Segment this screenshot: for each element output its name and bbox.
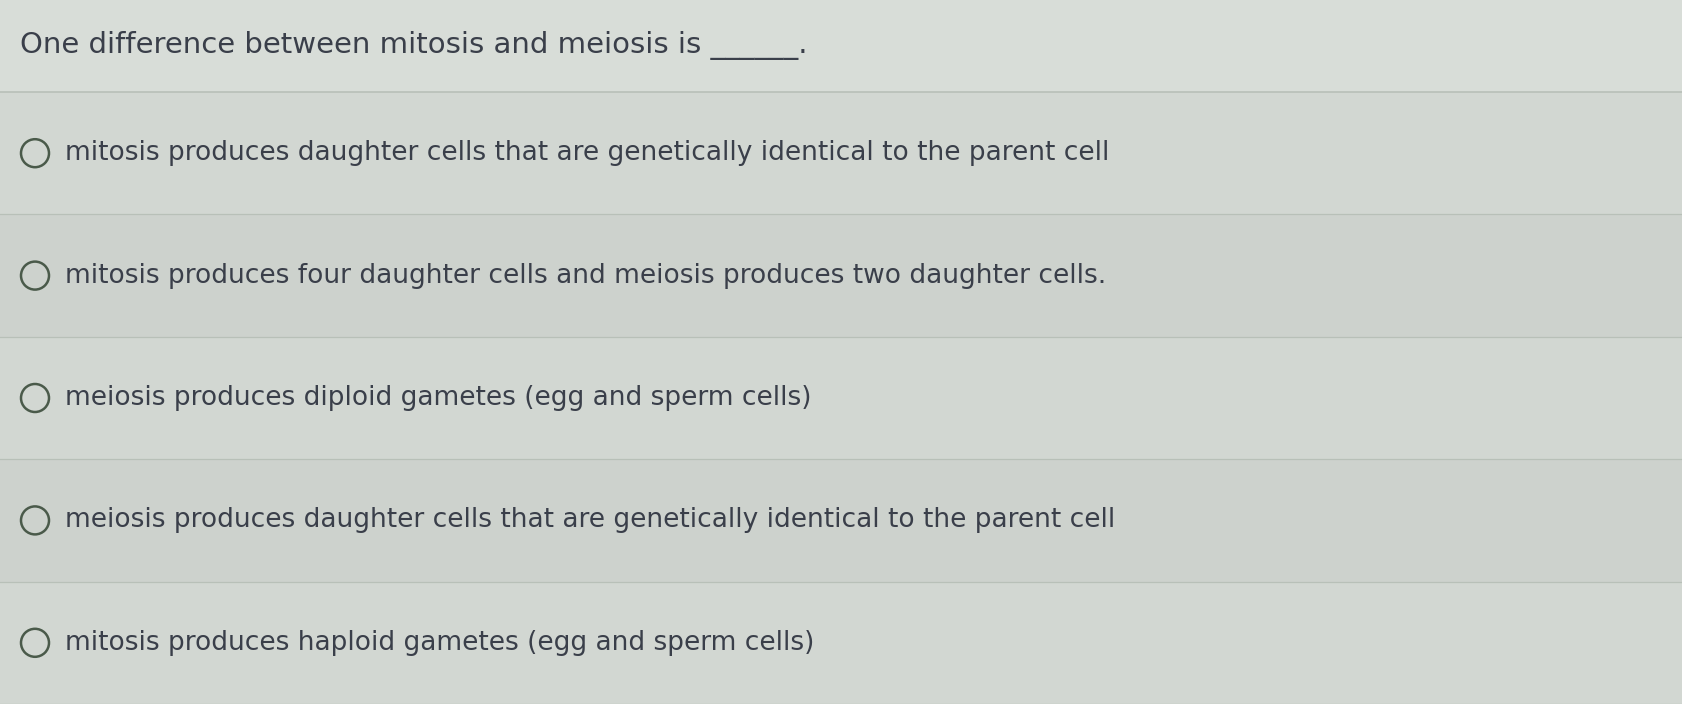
Bar <box>0 582 1682 704</box>
Text: One difference between mitosis and meiosis is ______.: One difference between mitosis and meios… <box>20 32 807 61</box>
Bar <box>0 92 1682 215</box>
Bar <box>0 459 1682 582</box>
Text: meiosis produces diploid gametes (egg and sperm cells): meiosis produces diploid gametes (egg an… <box>66 385 811 411</box>
Text: mitosis produces daughter cells that are genetically identical to the parent cel: mitosis produces daughter cells that are… <box>66 140 1108 166</box>
Bar <box>0 215 1682 337</box>
Text: mitosis produces haploid gametes (egg and sperm cells): mitosis produces haploid gametes (egg an… <box>66 630 814 656</box>
Bar <box>0 337 1682 459</box>
Text: meiosis produces daughter cells that are genetically identical to the parent cel: meiosis produces daughter cells that are… <box>66 508 1115 534</box>
Text: mitosis produces four daughter cells and meiosis produces two daughter cells.: mitosis produces four daughter cells and… <box>66 263 1105 289</box>
Bar <box>0 0 1682 92</box>
